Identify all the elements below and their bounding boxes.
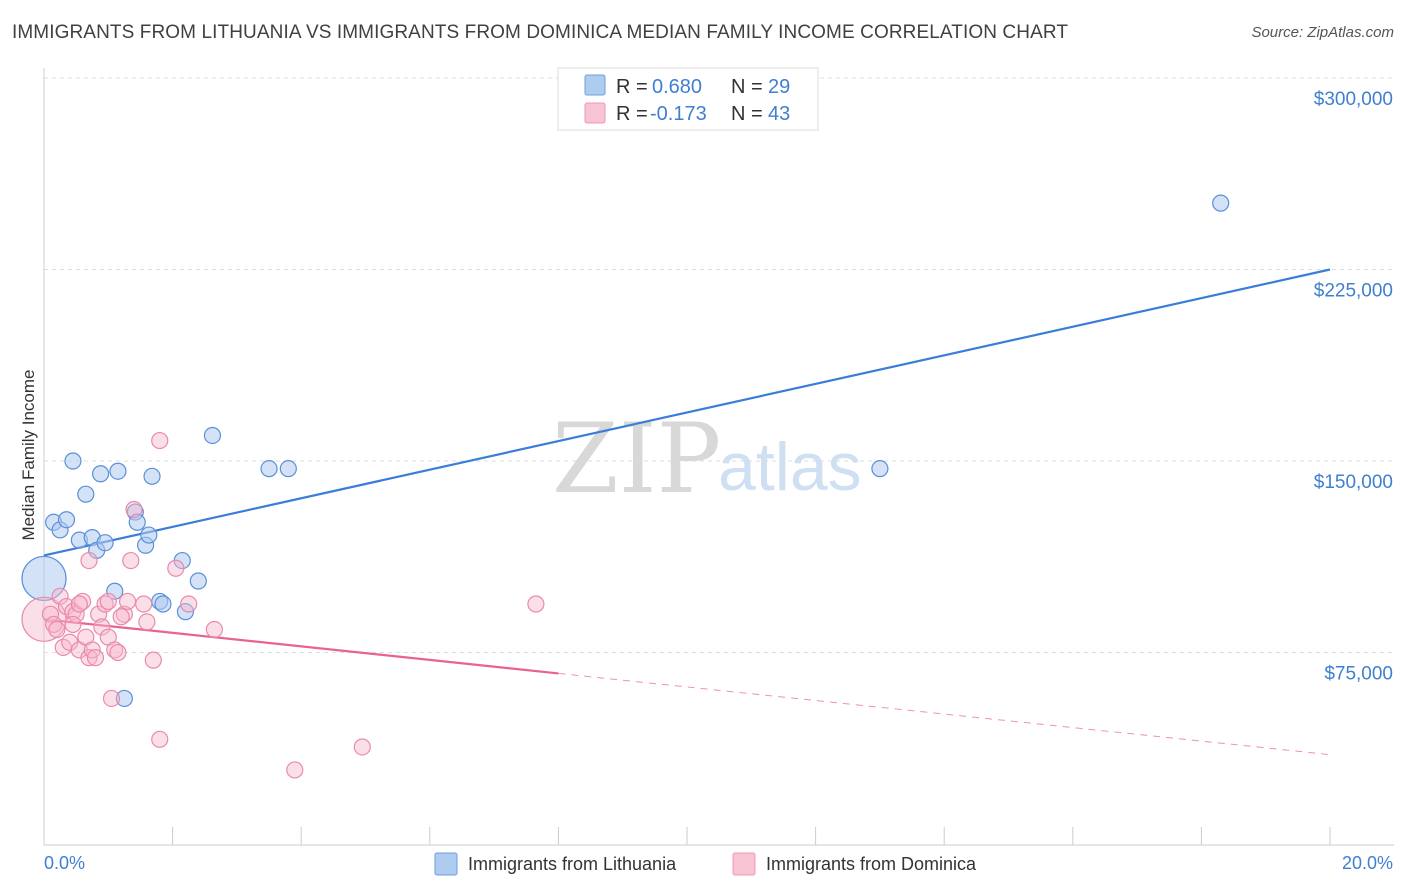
point-1-33 — [151, 431, 169, 450]
point-0-4 — [64, 452, 82, 470]
legend-swatch-lithuania — [584, 74, 606, 96]
point-0-28 — [1212, 194, 1230, 212]
point-1-36 — [205, 620, 223, 639]
point-1-29 — [135, 595, 153, 613]
point-1-31 — [144, 651, 162, 669]
legend-swatch-dominica — [584, 102, 606, 124]
point-0-3 — [57, 511, 76, 529]
legend-n-label-2: N = — [731, 103, 763, 125]
point-1-28 — [125, 500, 143, 519]
point-0-24 — [203, 426, 222, 445]
data-points — [21, 194, 1230, 779]
point-1-38 — [353, 738, 371, 756]
point-1-26 — [118, 592, 137, 611]
point-1-4 — [51, 587, 69, 605]
trend-line-1 — [43, 618, 559, 675]
point-0-25 — [260, 460, 278, 478]
point-1-25 — [115, 605, 133, 623]
point-1-17 — [90, 605, 108, 623]
legend-r-value-1: 0.680 — [652, 76, 702, 98]
point-1-2 — [45, 615, 63, 634]
point-0-20 — [154, 595, 172, 613]
point-1-39 — [527, 595, 545, 613]
point-1-35 — [180, 595, 198, 613]
point-1-23 — [106, 641, 124, 659]
trend-line-0 — [43, 268, 1331, 557]
point-1-20 — [99, 592, 117, 611]
point-0-17 — [140, 526, 158, 544]
y-tick-labels: $75,000 $150,000 $225,000 $300,000 — [1314, 89, 1393, 685]
point-1-27 — [122, 551, 140, 570]
point-1-42 — [112, 608, 130, 626]
bottom-legend-label-dominica: Immigrants from Dominica — [766, 854, 977, 874]
legend-r-label-1: R = — [616, 76, 648, 98]
y-axis-label: Median Family Income — [19, 369, 38, 540]
y-tick-label-1: $150,000 — [1314, 472, 1393, 493]
legend-r-label-2: R = — [616, 103, 648, 125]
point-1-1 — [41, 605, 60, 623]
bottom-legend-swatch-dominica — [732, 852, 756, 876]
y-tick-label-3: $300,000 — [1314, 89, 1393, 110]
bottom-legend-label-lithuania: Immigrants from Lithuania — [468, 854, 677, 874]
point-0-23 — [189, 572, 207, 590]
point-1-3 — [48, 620, 66, 639]
point-0-26 — [279, 460, 297, 478]
point-0-12 — [109, 462, 127, 480]
point-1-32 — [151, 730, 169, 748]
point-1-15 — [80, 551, 98, 570]
point-0-27 — [871, 460, 889, 478]
y-tick-label-2: $225,000 — [1314, 281, 1393, 302]
legend-n-value-2: 43 — [768, 103, 790, 125]
point-1-24 — [109, 643, 127, 662]
point-1-19 — [96, 595, 114, 613]
gridlines — [44, 77, 1394, 653]
axes — [43, 68, 1394, 846]
series-legend: Immigrants from Lithuania Immigrants fro… — [434, 852, 977, 876]
point-1-22 — [102, 689, 121, 708]
watermark-zip: ZIP — [552, 403, 721, 515]
correlation-legend: R = 0.680 N = 29 R = -0.173 N = 43 — [557, 67, 819, 131]
source-label: Source: ZipAtlas.com — [1251, 24, 1394, 41]
bottom-legend-swatch-lithuania — [434, 852, 458, 876]
point-1-18 — [93, 618, 111, 636]
point-1-30 — [138, 613, 156, 631]
point-0-9 — [91, 465, 110, 483]
watermark-atlas: atlas — [718, 429, 862, 505]
point-0-13 — [115, 689, 133, 708]
point-1-37 — [286, 761, 304, 779]
trend-lines — [43, 268, 1331, 756]
point-0-11 — [106, 582, 124, 600]
trend-line-dashed-1 — [558, 672, 1331, 756]
legend-n-label-1: N = — [731, 76, 763, 98]
x-tick-label-1: 20.0% — [1342, 853, 1393, 873]
point-1-40 — [64, 615, 82, 634]
point-1-16 — [86, 649, 105, 667]
legend-n-value-1: 29 — [768, 76, 790, 98]
point-0-6 — [77, 485, 95, 503]
point-0-10 — [96, 534, 114, 552]
point-1-11 — [73, 592, 92, 611]
point-1-34 — [167, 559, 185, 577]
x-tick-label-0: 0.0% — [44, 853, 85, 873]
point-0-15 — [128, 513, 146, 531]
x-tick-labels: 0.0% 20.0% — [44, 853, 1393, 873]
y-tick-label-0: $75,000 — [1324, 664, 1393, 685]
point-0-18 — [143, 467, 161, 485]
point-1-41 — [70, 595, 88, 613]
legend-r-value-2: -0.173 — [650, 103, 707, 125]
chart-title: IMMIGRANTS FROM LITHUANIA VS IMMIGRANTS … — [12, 22, 1069, 43]
